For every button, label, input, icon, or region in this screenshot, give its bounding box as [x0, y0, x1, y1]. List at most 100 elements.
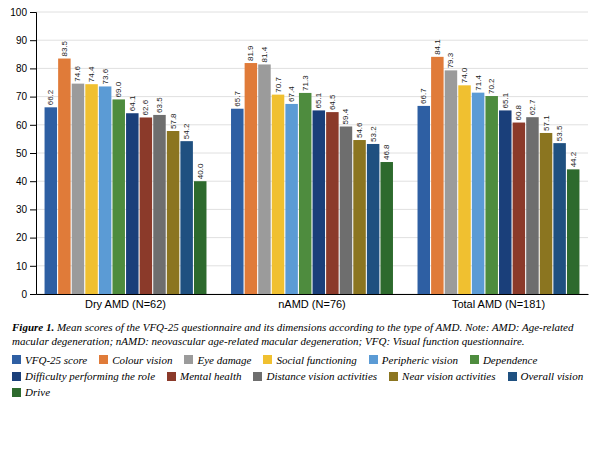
- x-tick: Dry AMD (N=62): [85, 294, 166, 310]
- legend-swatch: [12, 372, 21, 381]
- data-label: 74.6: [73, 66, 82, 82]
- data-label: 59.4: [341, 108, 350, 124]
- data-labels: 66.265.766.783.581.984.174.681.479.374.4…: [46, 39, 577, 179]
- data-label: 74.0: [460, 67, 469, 83]
- legend-swatch: [184, 355, 193, 364]
- data-label: 46.8: [382, 144, 391, 160]
- grid: [36, 12, 588, 294]
- y-axis: 0102030405060708090100: [10, 7, 36, 300]
- data-label: 65.7: [233, 91, 242, 107]
- data-label: 79.3: [446, 52, 455, 68]
- bar: [258, 64, 270, 294]
- bar: [45, 107, 57, 294]
- subtitle: Mean scores of the VFQ-25 questionnaire …: [12, 321, 573, 347]
- y-tick: 90: [16, 35, 36, 46]
- legend-label: Near vision activities: [402, 369, 495, 383]
- legend-swatch: [470, 355, 479, 364]
- data-label: 64.5: [328, 94, 337, 110]
- data-label: 40.0: [196, 163, 205, 179]
- tick-label: 30: [16, 204, 28, 215]
- bar: [485, 96, 497, 294]
- tick-label: Dry AMD (N=62): [85, 298, 166, 310]
- bar: [526, 117, 538, 294]
- bar: [58, 59, 70, 294]
- data-label: 54.6: [355, 122, 364, 138]
- bar: [367, 144, 379, 294]
- bar: [553, 143, 565, 294]
- x-tick: Total AMD (N=181): [452, 294, 545, 310]
- y-tick: 60: [16, 120, 36, 131]
- legend-label: Distance vision activities: [266, 369, 377, 383]
- caption: Figure 1. Mean scores of the VFQ-25 ques…: [0, 318, 598, 399]
- bar: [540, 133, 552, 294]
- bar: [153, 115, 165, 294]
- data-label: 54.2: [182, 123, 191, 139]
- legend-label: Mental health: [180, 369, 241, 383]
- y-tick: 70: [16, 91, 36, 102]
- data-label: 67.4: [287, 86, 296, 102]
- legend-item: Eye damage: [184, 353, 251, 367]
- data-label: 62.6: [141, 99, 150, 115]
- data-label: 66.2: [46, 89, 55, 105]
- data-label: 84.1: [433, 39, 442, 55]
- bar: [194, 181, 206, 294]
- legend-item: Mental health: [167, 369, 241, 383]
- y-tick: 80: [16, 63, 36, 74]
- tick-mark: [30, 266, 36, 267]
- y-tick: 0: [21, 289, 36, 300]
- data-label: 44.2: [569, 151, 578, 167]
- data-label: 74.4: [87, 66, 96, 82]
- y-tick: 20: [16, 232, 36, 243]
- bar: [567, 169, 579, 294]
- x-tick: nAMD (N=76): [278, 294, 346, 310]
- plot: 010203040506070809010066.265.766.783.581…: [10, 7, 588, 310]
- bar: [445, 70, 457, 294]
- bar: [431, 57, 443, 294]
- legend-label: Difficulty performing the role: [25, 369, 155, 383]
- legend-item: Distance vision activities: [253, 369, 377, 383]
- bar: [112, 99, 124, 294]
- tick-mark: [30, 125, 36, 126]
- bar: [458, 85, 470, 294]
- data-label: 63.5: [155, 97, 164, 113]
- bar: [285, 104, 297, 294]
- tick-mark: [30, 238, 36, 239]
- tick-mark: [30, 40, 36, 41]
- data-label: 53.2: [369, 126, 378, 142]
- data-label: 65.1: [314, 92, 323, 108]
- bar: [126, 113, 138, 294]
- bar: [353, 140, 365, 294]
- bar: [313, 110, 325, 294]
- legend-swatch: [99, 355, 108, 364]
- bar: [326, 112, 338, 294]
- tick-label: 80: [16, 63, 28, 74]
- data-label: 57.1: [542, 115, 551, 131]
- data-label: 73.6: [101, 68, 110, 84]
- chart: 010203040506070809010066.265.766.783.581…: [0, 0, 598, 318]
- tick-mark: [30, 294, 36, 295]
- legend-label: Eye damage: [197, 353, 251, 367]
- legend-swatch: [167, 372, 176, 381]
- data-label: 69.0: [114, 81, 123, 97]
- y-tick: 40: [16, 176, 36, 187]
- legend-swatch: [263, 355, 272, 364]
- bar: [380, 162, 392, 294]
- y-tick: 50: [16, 148, 36, 159]
- data-label: 81.4: [260, 46, 269, 62]
- legend-item: Dependence: [470, 353, 537, 367]
- tick-label: 100: [10, 7, 27, 18]
- y-tick: 30: [16, 204, 36, 215]
- bar: [180, 141, 192, 294]
- tick-label: Total AMD (N=181): [452, 298, 545, 310]
- data-label: 71.4: [474, 75, 483, 91]
- data-label: 60.8: [514, 104, 523, 120]
- bars: [45, 57, 580, 294]
- data-label: 64.1: [128, 95, 137, 111]
- legend-label: Dependence: [483, 353, 537, 367]
- legend-label: Drive: [25, 385, 50, 399]
- bar: [85, 84, 97, 294]
- legend-swatch: [12, 355, 21, 364]
- tick-mark: [30, 68, 36, 69]
- grid-line: [36, 40, 588, 41]
- tick-mark: [30, 153, 36, 154]
